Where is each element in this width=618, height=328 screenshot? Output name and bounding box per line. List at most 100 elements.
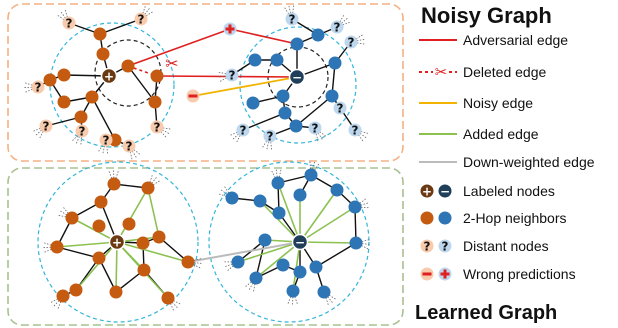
learned-graph: + −: [37, 160, 371, 323]
faded-edge: [277, 168, 282, 184]
orange-node: [85, 90, 99, 104]
faded-edge: [58, 209, 73, 219]
faded-edges: [108, 168, 120, 185]
orange-node: [57, 95, 71, 109]
faded-edge: [291, 4, 295, 20]
faded-edge: [269, 135, 273, 151]
edge: [56, 246, 100, 259]
faded-edge: [217, 193, 233, 199]
distant-node-circle: [348, 123, 362, 137]
blue-node: [328, 56, 342, 70]
added-edge: [277, 182, 301, 243]
labeled-node-sign: +: [104, 70, 114, 84]
learned-graph-title: Learned Graph: [415, 302, 558, 324]
legend-downweighted-edge: Down-weighted edge: [415, 152, 595, 172]
blue-node: [309, 260, 323, 274]
svg-text:+: +: [422, 185, 432, 199]
added-edge: [299, 189, 338, 243]
faded-edge: [350, 33, 364, 43]
faded-edge: [354, 129, 365, 143]
faded-edge: [219, 188, 233, 199]
svg-text:−: −: [440, 185, 450, 199]
distant-node-circle: [308, 121, 322, 135]
distant-node-mark: ?: [66, 17, 73, 31]
faded-edge: [128, 145, 133, 161]
faded-edges: [261, 135, 273, 151]
distant-node-mark: ?: [126, 140, 133, 154]
faded-edges: [270, 168, 282, 184]
distant-node-mark: ?: [43, 120, 50, 134]
faded-edge: [355, 242, 370, 250]
distant-node-circle: [39, 119, 53, 133]
learned-graph-panel: [7, 167, 404, 326]
faded-edge: [49, 295, 64, 304]
distant-node-circle: [122, 139, 136, 153]
orange-node: [161, 291, 175, 305]
faded-edges: [140, 4, 154, 20]
legend-label: Distant nodes: [463, 238, 549, 254]
faded-edge: [105, 139, 109, 155]
legend-label: Adversarial edge: [463, 32, 569, 48]
faded-edge: [156, 126, 171, 135]
svg-text:?: ?: [424, 240, 431, 254]
legend-added-edge: Added edge: [415, 124, 539, 144]
distant-node-circle: [333, 101, 347, 115]
faded-edges: [323, 291, 337, 307]
distant-node-circle: [62, 16, 76, 30]
faded-edge: [323, 291, 337, 301]
faded-edge: [266, 135, 271, 151]
added-edge: [115, 241, 118, 293]
faded-edge: [217, 74, 233, 78]
faded-edge: [22, 86, 39, 89]
minus-mark: [188, 94, 198, 98]
distant-node-mark: ?: [154, 121, 161, 135]
faded-edges: [57, 206, 73, 219]
adversarial-edge-swatch: [415, 30, 461, 50]
faded-edge: [354, 197, 368, 208]
distant-node-mark: ?: [267, 130, 274, 144]
faded-edge: [252, 277, 257, 293]
faded-edge: [314, 127, 324, 141]
faded-edge: [309, 160, 312, 176]
distant-node: ?: [150, 120, 164, 135]
orange-node: [137, 263, 151, 277]
faded-edge: [323, 291, 334, 304]
blue-node: [272, 206, 286, 220]
edge: [295, 95, 333, 127]
cluster-radius-right: [208, 161, 370, 323]
downweighted-edge-swatch: [415, 152, 461, 172]
faded-edge: [310, 160, 316, 176]
down-weighted-edge: [187, 241, 301, 263]
faded-edge: [167, 297, 182, 305]
faded-edges: [287, 290, 299, 307]
faded-edge: [113, 169, 120, 185]
distant-node-circle: [99, 133, 113, 147]
noisy-edge: [192, 76, 298, 97]
faded-edge: [147, 173, 154, 189]
orange-node: [150, 69, 164, 83]
blue-node: [286, 284, 300, 298]
distant-node-mark: ?: [352, 124, 359, 138]
orange-node: [121, 59, 135, 73]
edge: [91, 96, 116, 141]
labeled-node-circle: [291, 233, 309, 251]
distant-node-mark: ?: [79, 125, 86, 139]
noisy-edge-swatch: [415, 93, 461, 113]
blue-node: [278, 106, 292, 120]
added-edge: [116, 187, 149, 243]
distant-node-circle: [225, 68, 239, 82]
edge: [99, 18, 142, 35]
faded-edges: [128, 145, 142, 161]
noisy-graph: ✂ +?????? ?? −?????????: [22, 4, 370, 161]
legend-noisy-edge: Noisy edge: [415, 93, 533, 113]
labeled-node-sign: −: [292, 71, 302, 85]
faded-edge: [62, 206, 73, 219]
faded-edge: [80, 130, 83, 146]
faded-edges: [22, 82, 39, 94]
distant-node: ?: [344, 35, 358, 50]
labeled-node-circle: [100, 67, 118, 85]
added-edge: [116, 241, 189, 263]
faded-edges: [354, 129, 370, 143]
deleted-edge-scissors-icon: ✂: [415, 62, 461, 82]
